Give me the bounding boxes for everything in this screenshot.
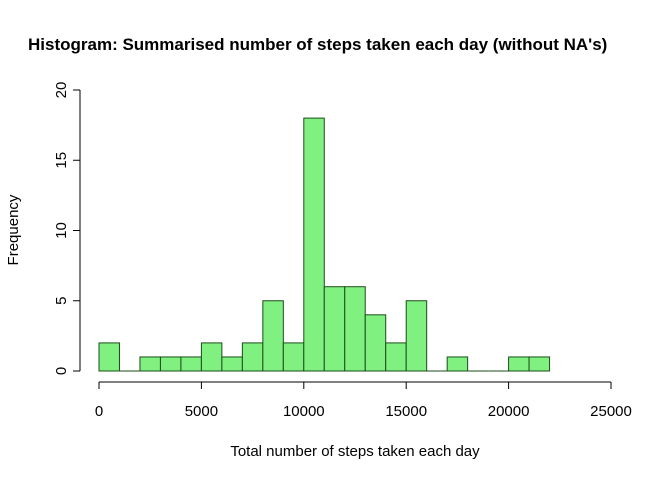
bars-group bbox=[98, 117, 551, 372]
histogram-bar bbox=[221, 356, 243, 372]
x-tick-label: 15000 bbox=[385, 403, 427, 420]
y-axis: 0 5 10 15 20 bbox=[53, 82, 81, 375]
histogram-bar bbox=[446, 356, 469, 372]
histogram-bar bbox=[385, 342, 407, 372]
histogram-bar bbox=[98, 342, 120, 372]
histogram-bar bbox=[139, 356, 161, 372]
x-tick-label: 10000 bbox=[283, 403, 325, 420]
y-tick-label: 15 bbox=[53, 152, 70, 169]
histogram-bar bbox=[344, 286, 366, 372]
histogram-bar bbox=[262, 300, 284, 372]
chart-title: Histogram: Summarised number of steps ta… bbox=[28, 35, 607, 54]
histogram-bar bbox=[528, 356, 551, 372]
x-axis: 0 5000 10000 15000 20000 25000 bbox=[95, 381, 632, 420]
histogram-bar bbox=[508, 356, 530, 372]
histogram-bar bbox=[180, 356, 202, 372]
histogram-bar bbox=[282, 342, 305, 372]
histogram-bar bbox=[200, 342, 223, 372]
y-tick-label: 10 bbox=[53, 222, 70, 239]
y-tick-label: 0 bbox=[53, 367, 70, 375]
y-axis-label: Frequency bbox=[5, 194, 22, 265]
x-axis-label: Total number of steps taken each day bbox=[230, 443, 480, 460]
x-tick-label: 20000 bbox=[488, 403, 530, 420]
histogram-bar bbox=[241, 342, 264, 372]
histogram-bar bbox=[159, 356, 182, 372]
histogram-bar bbox=[323, 286, 346, 372]
histogram-bar bbox=[303, 117, 325, 372]
x-tick-label: 0 bbox=[95, 403, 103, 420]
y-tick-label: 5 bbox=[53, 297, 70, 305]
x-tick-label: 5000 bbox=[185, 403, 218, 420]
histogram-bar bbox=[364, 314, 387, 372]
y-tick-label: 20 bbox=[53, 82, 70, 99]
x-tick-label: 25000 bbox=[590, 403, 632, 420]
histogram-bar bbox=[405, 300, 428, 372]
